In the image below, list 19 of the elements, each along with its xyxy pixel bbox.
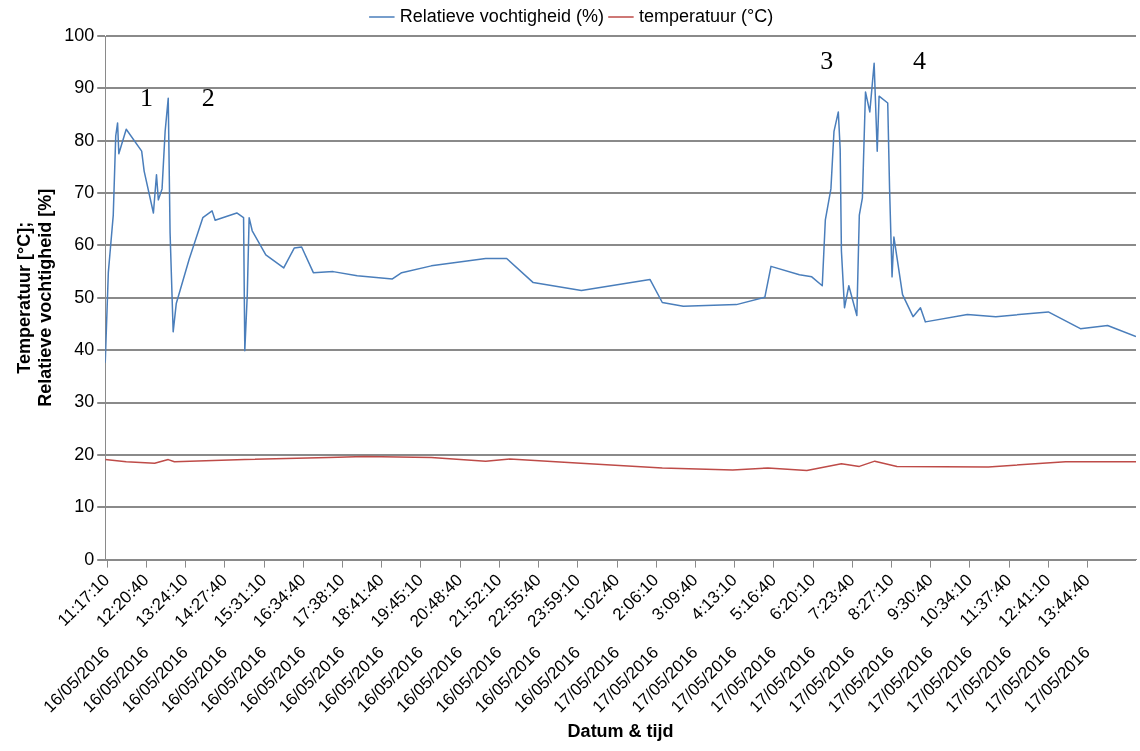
annotation: 2 xyxy=(201,82,215,112)
y-tick-label: 0 xyxy=(84,548,95,569)
x-axis-title: Datum & tijd xyxy=(567,721,674,742)
y-tick-label: 20 xyxy=(74,443,95,464)
y-tick-label: 30 xyxy=(74,391,95,412)
y-axis-title: Temperatuur [°C]; Relatieve vochtigheid [%] xyxy=(13,188,56,407)
annotation: 4 xyxy=(913,46,927,76)
annotation: 3 xyxy=(820,46,834,76)
y-tick-label: 60 xyxy=(74,234,95,255)
y-tick-label: 80 xyxy=(74,129,95,150)
legend-label: temperatuur (°C) xyxy=(638,5,774,26)
y-tick-label: 10 xyxy=(74,496,95,517)
y-tick-label: 90 xyxy=(74,77,95,98)
legend-label: Relatieve vochtigheid (%) xyxy=(399,5,604,26)
y-tick-label: 70 xyxy=(74,182,95,203)
y-tick-label: 40 xyxy=(74,339,95,360)
y-tick-label: 100 xyxy=(64,24,95,45)
annotation: 1 xyxy=(139,82,153,112)
y-tick-label: 50 xyxy=(74,286,95,307)
